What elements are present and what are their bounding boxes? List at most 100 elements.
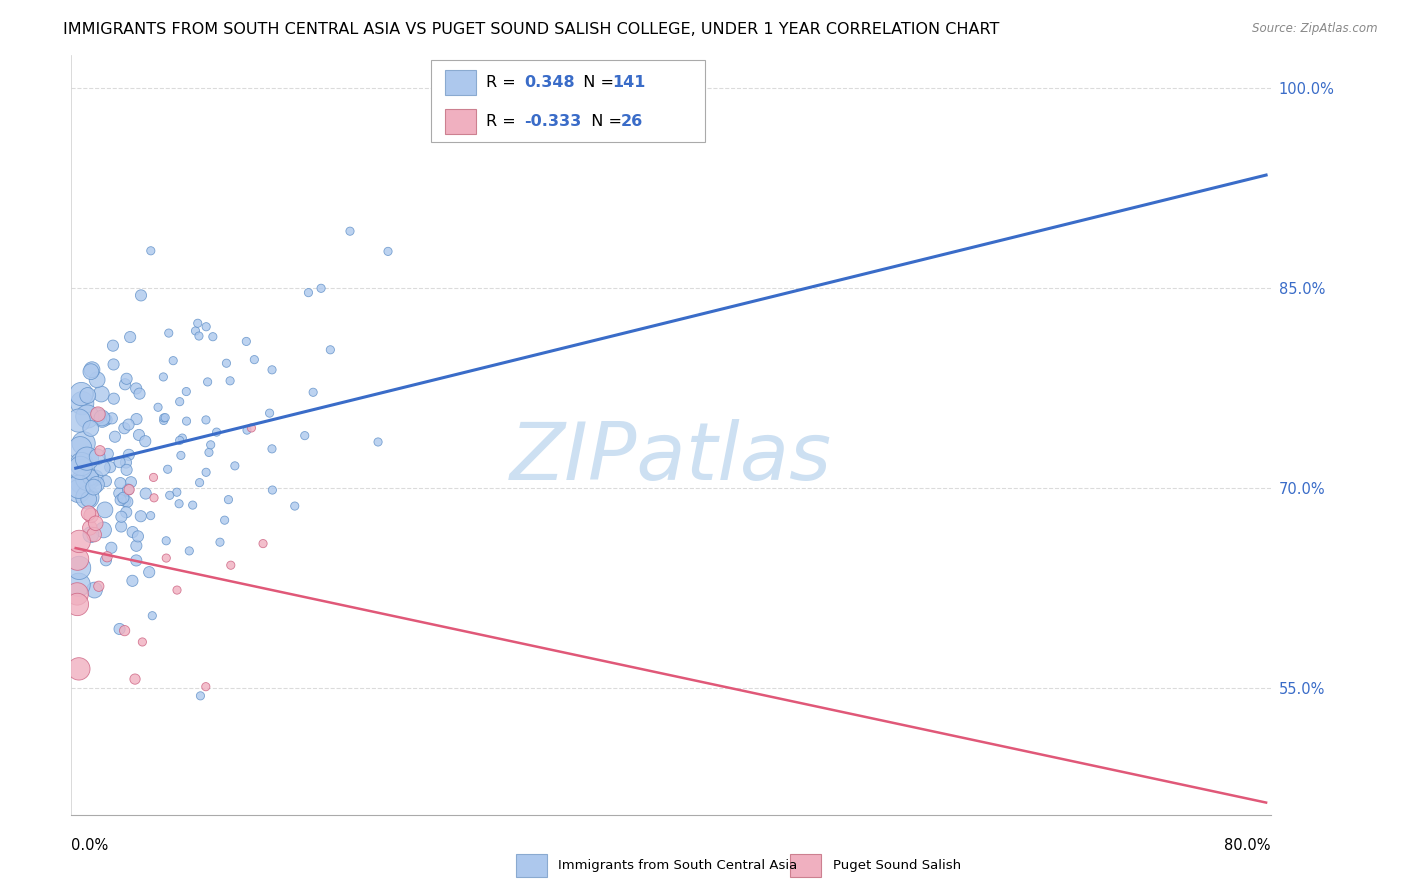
Point [153, 410, 176, 425]
Point [217, 492, 239, 507]
Point [152, 411, 174, 425]
Point [69, 461, 91, 475]
Point [155, 533, 177, 548]
Point [114, 624, 136, 638]
Point [138, 565, 160, 579]
Point [86, 409, 108, 423]
Point [118, 448, 141, 462]
Point [120, 330, 142, 344]
Point [167, 497, 190, 511]
Point [208, 535, 231, 549]
Point [197, 375, 219, 389]
Point [91, 460, 114, 475]
Point [125, 381, 148, 395]
Point [108, 486, 131, 500]
Point [170, 449, 193, 463]
Point [124, 672, 146, 686]
Point [131, 635, 153, 649]
Point [121, 524, 143, 539]
Text: Source: ZipAtlas.com: Source: ZipAtlas.com [1253, 22, 1378, 36]
Point [188, 475, 211, 490]
Point [309, 281, 332, 295]
Point [187, 316, 209, 330]
Point [166, 583, 188, 598]
Point [87, 407, 110, 421]
Point [240, 421, 263, 435]
Point [114, 377, 136, 392]
Text: N =: N = [574, 75, 619, 90]
Point [294, 428, 316, 442]
Point [215, 356, 238, 370]
Text: 26: 26 [621, 113, 643, 128]
Point [93, 523, 115, 537]
Point [141, 608, 163, 623]
Point [89, 443, 111, 458]
Point [201, 329, 224, 343]
Point [195, 465, 218, 479]
Point [128, 386, 150, 401]
Text: Immigrants from South Central Asia: Immigrants from South Central Asia [558, 859, 797, 871]
Point [79, 470, 101, 484]
Point [156, 462, 179, 476]
Point [86, 373, 108, 387]
Point [86, 477, 108, 491]
Point [69, 441, 91, 455]
Text: ZIPatlas: ZIPatlas [510, 418, 832, 497]
Point [128, 428, 150, 442]
Point [121, 574, 143, 588]
Point [169, 434, 191, 448]
Point [260, 442, 283, 456]
Point [139, 244, 162, 258]
Point [77, 492, 100, 507]
Point [94, 474, 117, 488]
Point [235, 334, 257, 349]
Point [142, 470, 165, 484]
Point [110, 476, 132, 491]
Point [101, 411, 124, 425]
Point [125, 539, 148, 553]
Point [100, 541, 122, 555]
Point [118, 483, 141, 497]
Point [181, 498, 204, 512]
Point [139, 508, 162, 523]
Point [110, 492, 132, 507]
Point [143, 491, 166, 505]
Point [195, 319, 218, 334]
Point [103, 358, 125, 372]
Text: N =: N = [582, 113, 627, 128]
Point [104, 430, 127, 444]
Point [184, 324, 207, 338]
Point [219, 558, 242, 573]
Point [84, 516, 107, 531]
Point [83, 527, 105, 541]
Point [101, 338, 124, 352]
Point [260, 363, 283, 377]
Point [111, 491, 134, 505]
Point [110, 519, 132, 533]
Point [125, 553, 148, 567]
Point [224, 458, 246, 473]
Point [114, 494, 136, 508]
Point [117, 417, 139, 432]
Point [91, 411, 114, 425]
Point [108, 455, 131, 469]
Point [190, 689, 212, 703]
Point [66, 598, 89, 612]
Point [284, 499, 307, 513]
Point [87, 579, 110, 593]
Point [152, 413, 174, 427]
Point [70, 457, 93, 471]
Point [96, 549, 118, 564]
Point [179, 544, 201, 558]
Point [97, 447, 120, 461]
Point [83, 583, 105, 598]
Point [67, 662, 90, 676]
Point [86, 450, 108, 464]
Point [200, 438, 222, 452]
Point [80, 421, 103, 435]
Text: 0.0%: 0.0% [72, 838, 108, 853]
Point [155, 551, 177, 566]
Point [162, 353, 184, 368]
Point [115, 456, 138, 470]
Text: -0.333: -0.333 [524, 113, 581, 128]
